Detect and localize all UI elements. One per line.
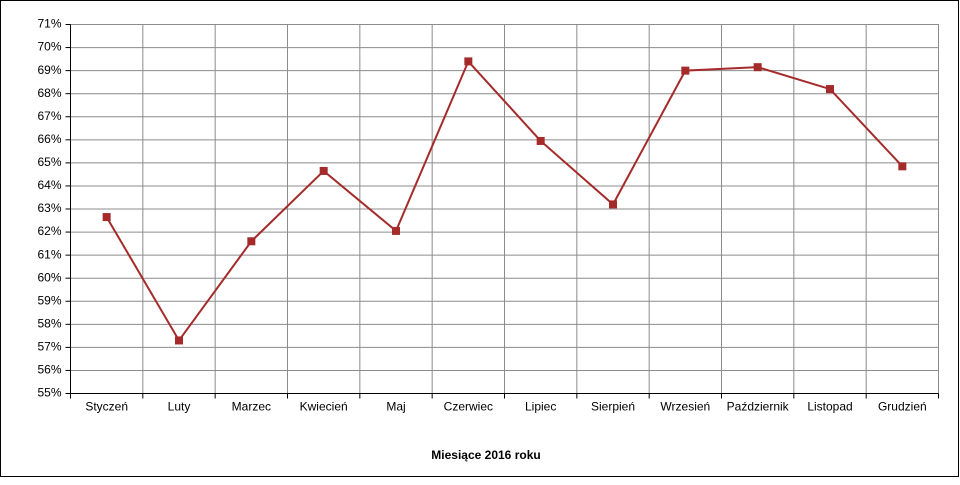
data-point (247, 237, 256, 246)
x-tick-label: Styczeń (85, 400, 128, 414)
y-tick-label: 70% (37, 40, 61, 54)
y-tick-label: 61% (37, 247, 61, 261)
y-tick-label: 63% (37, 201, 61, 215)
data-point (753, 63, 762, 72)
data-point (392, 226, 400, 235)
data-point (609, 200, 617, 209)
data-point (319, 166, 328, 175)
x-axis-label: Miesiące 2016 roku (431, 448, 540, 462)
y-tick-label: 57% (37, 340, 61, 354)
x-tick-label: Luty (168, 400, 191, 414)
x-tick-label: Czerwiec (444, 400, 493, 414)
y-tick-label: 65% (37, 155, 61, 169)
y-tick-label: 59% (37, 293, 61, 307)
x-tick-label: Maj (386, 400, 405, 414)
x-tick-label: Październik (727, 400, 790, 414)
x-tick-label: Lipiec (525, 400, 556, 414)
y-tick-label: 55% (37, 386, 61, 400)
x-tick-label: Sierpień (591, 400, 635, 414)
x-tick-label: Grudzień (878, 400, 927, 414)
y-tick-label: 56% (37, 363, 61, 377)
data-point (681, 66, 690, 75)
y-tick-label: 64% (37, 178, 61, 192)
y-tick-label: 66% (37, 132, 61, 146)
x-tick-label: Marzec (232, 400, 271, 414)
x-tick-label: Wrzesień (660, 400, 710, 414)
y-tick-label: 68% (37, 86, 61, 100)
x-tick-label: Listopad (807, 400, 852, 414)
y-tick-label: 67% (37, 109, 61, 123)
y-tick-label: 58% (37, 316, 61, 330)
x-tick-label: Kwiecień (300, 400, 348, 414)
y-tick-label: 60% (37, 270, 61, 284)
y-tick-label: 69% (37, 63, 61, 77)
data-point (464, 57, 473, 66)
data-line (105, 59, 904, 343)
data-point (826, 85, 834, 94)
data-point (536, 136, 545, 145)
y-tick-label: 71% (37, 17, 61, 31)
y-tick-label: 62% (37, 224, 61, 238)
data-point (102, 213, 111, 222)
data-point (175, 336, 183, 345)
data-point (898, 162, 907, 171)
